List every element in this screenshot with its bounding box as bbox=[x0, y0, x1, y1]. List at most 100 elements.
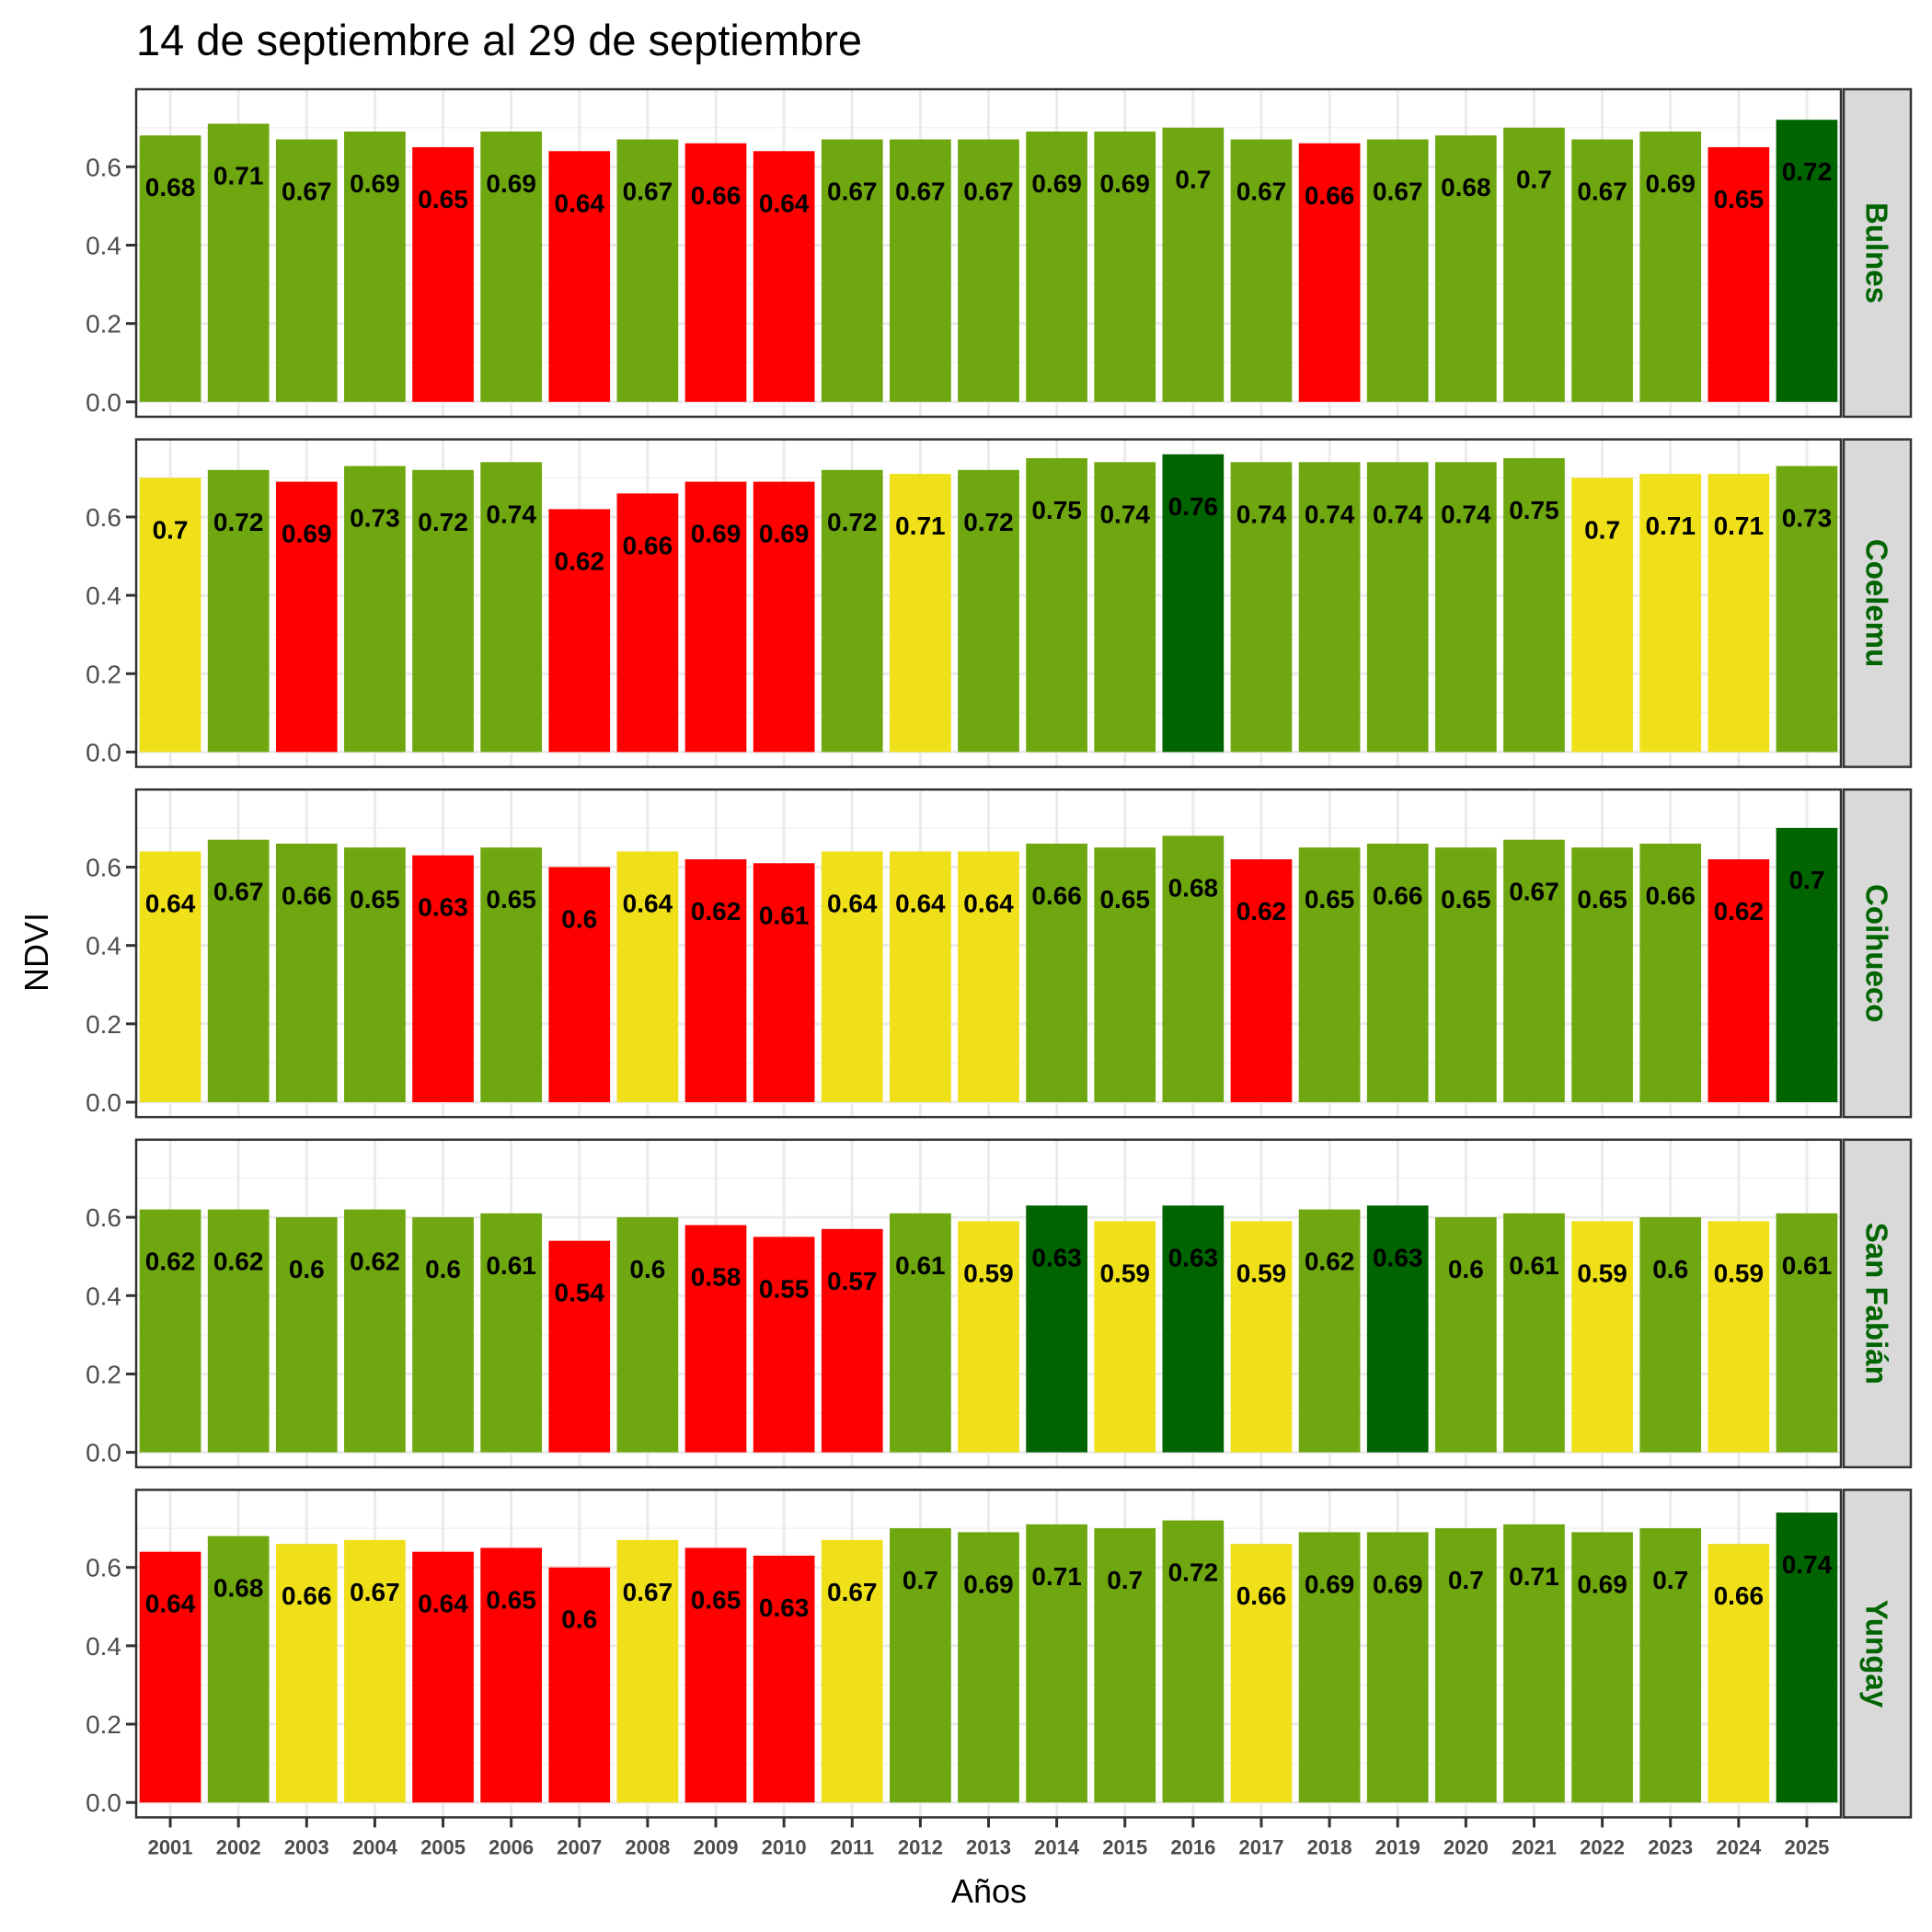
bar bbox=[1571, 139, 1633, 402]
bar-value-label: 0.74 bbox=[1099, 500, 1150, 528]
bar-value-label: 0.71 bbox=[1509, 1562, 1559, 1591]
bar bbox=[1366, 139, 1429, 402]
bar-value-label: 0.73 bbox=[1782, 504, 1833, 533]
bar-value-label: 0.69 bbox=[350, 169, 400, 198]
bar bbox=[1434, 847, 1497, 1103]
bar bbox=[1434, 1217, 1497, 1453]
bar-value-label: 0.58 bbox=[691, 1263, 742, 1292]
bar bbox=[1162, 454, 1225, 753]
y-tick-label: 0.4 bbox=[86, 231, 121, 259]
bar bbox=[1708, 858, 1770, 1103]
bar-value-label: 0.57 bbox=[827, 1267, 878, 1295]
bar-value-label: 0.73 bbox=[350, 504, 400, 533]
bar bbox=[1162, 127, 1225, 402]
bar-value-label: 0.69 bbox=[1099, 169, 1150, 198]
y-tick-label: 0.6 bbox=[86, 153, 121, 181]
bar bbox=[1026, 1524, 1087, 1803]
bar bbox=[548, 151, 611, 402]
y-tick-label: 0.6 bbox=[86, 1203, 121, 1232]
bar-value-label: 0.66 bbox=[1236, 1581, 1287, 1610]
bar bbox=[616, 1217, 679, 1453]
bar bbox=[1639, 474, 1702, 753]
facet-strip bbox=[1842, 1138, 1913, 1469]
bar-value-label: 0.68 bbox=[213, 1574, 264, 1603]
bar bbox=[1298, 1532, 1361, 1803]
bar-value-label: 0.61 bbox=[1509, 1251, 1559, 1280]
facet-panel: 0.62 0.62 0.6 0.62 0.6 0.61 0.54 0.6 0.58 0.55 0.5… bbox=[86, 1138, 1913, 1469]
x-tick-label: 2020 bbox=[1443, 1835, 1489, 1858]
bar-value-label: 0.64 bbox=[963, 889, 1014, 917]
bar-value-label: 0.7 bbox=[1652, 1566, 1688, 1594]
bar-value-label: 0.74 bbox=[1782, 1550, 1833, 1579]
panel-border bbox=[134, 87, 1843, 419]
bar bbox=[1298, 847, 1361, 1103]
bar-value-label: 0.7 bbox=[1448, 1566, 1484, 1594]
bar-value-label: 0.64 bbox=[145, 1590, 196, 1618]
bar bbox=[1708, 147, 1770, 402]
bar bbox=[1776, 1512, 1838, 1803]
bar bbox=[890, 139, 951, 402]
bar-value-label: 0.69 bbox=[1031, 169, 1082, 198]
bar bbox=[958, 851, 1019, 1103]
bar-value-label: 0.69 bbox=[1645, 169, 1696, 198]
x-tick-label: 2003 bbox=[284, 1835, 329, 1858]
bar-value-label: 0.7 bbox=[1788, 866, 1824, 894]
y-axis-title: NDVI bbox=[17, 913, 55, 992]
bar-value-label: 0.66 bbox=[1714, 1581, 1765, 1610]
bar bbox=[821, 469, 883, 753]
facet-strip-label: Bulnes bbox=[1860, 202, 1894, 304]
bar bbox=[958, 139, 1019, 402]
bar-value-label: 0.67 bbox=[827, 178, 878, 206]
bar-value-label: 0.74 bbox=[1305, 500, 1355, 528]
bar bbox=[1503, 127, 1565, 402]
bar-value-label: 0.55 bbox=[759, 1274, 810, 1303]
bar-value-label: 0.7 bbox=[1584, 515, 1620, 544]
bar bbox=[890, 474, 951, 753]
bar-value-label: 0.74 bbox=[1236, 500, 1287, 528]
bar bbox=[1503, 1524, 1565, 1803]
bar bbox=[1639, 1217, 1702, 1453]
bar-value-label: 0.66 bbox=[1305, 181, 1355, 210]
bar bbox=[1094, 462, 1156, 753]
x-axis: 2001 2002 2003 2004 2005 2006 2007 2008 2009 2010… bbox=[148, 1817, 1829, 1858]
bar bbox=[684, 1547, 747, 1803]
bar-value-label: 0.6 bbox=[425, 1255, 461, 1283]
bar-value-label: 0.63 bbox=[418, 893, 468, 922]
bar bbox=[1162, 835, 1225, 1103]
x-tick-label: 2015 bbox=[1102, 1835, 1147, 1858]
bar bbox=[1366, 1205, 1429, 1453]
facet-strip-label: Coelemu bbox=[1860, 539, 1894, 667]
x-tick-label: 2005 bbox=[420, 1835, 466, 1858]
bar bbox=[548, 1567, 611, 1803]
bar-value-label: 0.63 bbox=[1031, 1243, 1082, 1271]
bar bbox=[1230, 462, 1293, 753]
bar-value-label: 0.6 bbox=[1652, 1255, 1688, 1283]
bar-value-label: 0.62 bbox=[555, 546, 605, 575]
y-tick-label: 0.2 bbox=[86, 660, 121, 688]
bar bbox=[1571, 1221, 1633, 1453]
bar bbox=[1162, 1520, 1225, 1803]
bar-value-label: 0.69 bbox=[486, 169, 536, 198]
bar bbox=[412, 469, 474, 753]
y-tick-label: 0.4 bbox=[86, 1632, 121, 1661]
bar bbox=[1639, 131, 1702, 402]
bar-value-label: 0.61 bbox=[895, 1251, 946, 1280]
facet-strip bbox=[1842, 87, 1913, 419]
x-tick-label: 2014 bbox=[1034, 1835, 1080, 1858]
bar-value-label: 0.72 bbox=[418, 508, 468, 536]
bar bbox=[684, 858, 747, 1103]
x-tick-label: 2001 bbox=[148, 1835, 193, 1858]
x-tick-label: 2016 bbox=[1170, 1835, 1215, 1858]
bar-value-label: 0.74 bbox=[486, 500, 536, 528]
facet-panels: 0.68 0.710.67 0.690.650.690.64 0.67 0.66 0.64… bbox=[86, 87, 1913, 1819]
facet-panel: 0.68 0.71 0.67 0.69 0.65 0.69 0.64 0.67 0.66 0.64… bbox=[86, 87, 1913, 419]
bar-value-label: 0.67 bbox=[827, 1578, 878, 1606]
bar bbox=[1094, 847, 1156, 1103]
bar bbox=[684, 1225, 747, 1453]
x-tick-label: 2024 bbox=[1716, 1835, 1762, 1858]
bar bbox=[344, 466, 406, 753]
bar-value-label: 0.63 bbox=[759, 1593, 810, 1622]
y-tick-label: 0.0 bbox=[86, 1439, 121, 1467]
bar-value-label: 0.66 bbox=[1373, 881, 1423, 910]
panel-border bbox=[134, 788, 1843, 1119]
